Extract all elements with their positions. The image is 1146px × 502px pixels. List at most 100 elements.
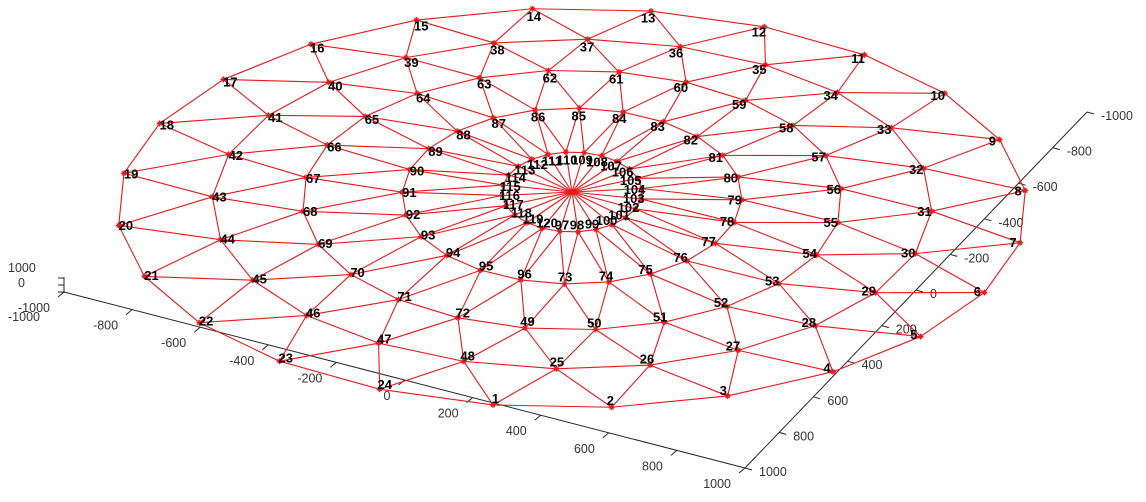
dome-member	[608, 281, 665, 323]
dome-member	[118, 225, 145, 277]
dome-node-marker	[912, 250, 919, 257]
x-tick-label: -600	[161, 336, 186, 350]
dome-node-marker	[719, 152, 726, 159]
dome-member	[409, 148, 430, 170]
dome-member	[118, 173, 125, 226]
dome-member	[571, 191, 579, 232]
y-tick	[881, 325, 889, 329]
dome-node-marker	[454, 314, 461, 321]
dome-member	[622, 81, 687, 113]
node-label-97: 97	[555, 218, 569, 233]
dome-node-marker	[413, 17, 420, 24]
dome-member	[715, 242, 817, 256]
dome-member	[446, 254, 481, 271]
dome-member	[595, 329, 651, 366]
dome-member	[640, 198, 742, 201]
dome-member	[745, 91, 838, 101]
dome-member	[595, 224, 613, 231]
dome-member	[556, 364, 650, 370]
dome-member	[327, 144, 429, 150]
dome-member	[722, 155, 739, 178]
dome-member	[456, 130, 533, 160]
dome-member	[379, 388, 494, 406]
dome-member	[733, 221, 817, 256]
dome-member	[650, 10, 681, 47]
dome-member	[571, 160, 618, 193]
dome-member	[635, 208, 735, 224]
dome-node-marker	[872, 289, 879, 296]
dome-node-marker	[712, 240, 719, 247]
dome-node-marker	[822, 152, 829, 159]
dome-member	[463, 361, 494, 406]
dome-member	[318, 236, 422, 246]
node-label-45: 45	[252, 271, 266, 286]
dome-member	[547, 154, 573, 193]
dome-member	[405, 42, 495, 59]
dome-node-marker	[608, 404, 615, 411]
dome-member	[252, 274, 351, 281]
dome-member	[680, 46, 766, 66]
dome-member	[664, 321, 739, 351]
dome-member	[931, 210, 1021, 244]
dome-member	[503, 184, 573, 193]
node-label-76: 76	[673, 250, 687, 265]
dome-member	[306, 176, 403, 193]
dome-member	[493, 117, 549, 155]
dome-member	[279, 342, 379, 362]
dome-member	[428, 148, 519, 167]
dome-member	[650, 10, 765, 28]
dome-node-marker	[217, 236, 224, 243]
dome-node-marker	[561, 280, 568, 287]
node-label-60: 60	[674, 80, 688, 95]
dome-member	[493, 117, 533, 160]
dome-node-marker	[734, 173, 741, 180]
dome-member	[587, 38, 681, 48]
dome-member	[571, 155, 603, 193]
dome-node-marker	[225, 151, 232, 158]
dome-node-marker	[575, 228, 582, 235]
dome-member	[416, 93, 458, 132]
node-label-55: 55	[824, 215, 838, 230]
dome-node-marker	[503, 202, 510, 209]
dome-node-marker	[775, 280, 782, 287]
dome-member	[520, 231, 561, 281]
dome-member	[310, 43, 406, 59]
node-label-18: 18	[159, 118, 173, 133]
dome-member	[144, 239, 221, 277]
node-label-119: 119	[522, 212, 543, 227]
dome-member	[680, 26, 765, 48]
node-label-94: 94	[446, 245, 461, 260]
node-label-69: 69	[318, 236, 332, 251]
node-label-82: 82	[684, 132, 698, 147]
dome-member	[649, 364, 728, 397]
node-label-96: 96	[517, 267, 531, 282]
dome-node-marker	[522, 325, 529, 332]
dome-member	[778, 283, 816, 327]
dome-member	[492, 404, 612, 408]
dome-member	[559, 191, 573, 232]
dome-member	[571, 187, 642, 193]
dome-node-marker	[196, 319, 203, 326]
z-tick-label: 1000	[8, 261, 36, 275]
dome-member	[914, 210, 933, 254]
node-label-40: 40	[328, 78, 342, 93]
y-tick-label: -1000	[1101, 109, 1133, 123]
dome-member	[310, 43, 330, 83]
dome-node-marker	[376, 386, 383, 393]
y-tick-label: -600	[1033, 180, 1058, 194]
dome-member	[814, 292, 876, 327]
y-tick	[744, 467, 753, 471]
dome-member	[526, 222, 543, 229]
dome-node-marker	[249, 277, 256, 284]
y-tick	[950, 253, 958, 257]
dome-member	[123, 172, 213, 198]
dome-member	[350, 236, 422, 276]
dome-member	[778, 283, 876, 294]
dome-member	[564, 281, 609, 285]
dome-member	[416, 92, 494, 119]
node-label-17: 17	[223, 75, 237, 90]
dome-node-marker	[576, 105, 583, 112]
dome-member	[405, 194, 503, 216]
dome-node-marker	[694, 133, 701, 140]
dome-node-marker	[505, 172, 512, 179]
